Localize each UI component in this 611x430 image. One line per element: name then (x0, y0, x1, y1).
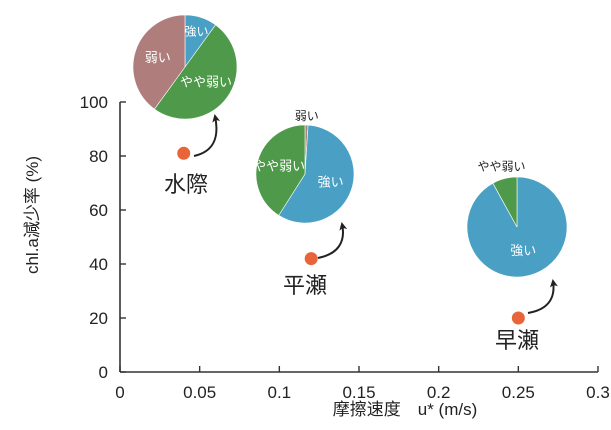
site-label: 平瀬 (283, 273, 327, 298)
pointer-arrow (193, 114, 221, 157)
data-points (177, 146, 525, 325)
y-tick-label: 60 (89, 201, 108, 220)
data-point (304, 252, 318, 266)
pointer-arrow (527, 279, 558, 314)
y-tick-label: 80 (89, 147, 108, 166)
pointer-arrow (317, 222, 348, 259)
arrows (193, 114, 558, 314)
y-tick-label: 100 (80, 93, 108, 112)
site-label: 水際 (164, 172, 208, 197)
x-tick-label: 0.3 (586, 383, 610, 402)
pie-slice-label: 強い (185, 24, 209, 38)
pie-slice-label: やや弱い (180, 74, 232, 89)
y-tick-label: 20 (89, 309, 108, 328)
pie-slice-label: やや弱い (253, 158, 305, 173)
x-tick-label: 0.2 (427, 383, 451, 402)
y-tick-label: 40 (89, 255, 108, 274)
pie-slice (278, 124, 355, 224)
pie-slice (255, 124, 306, 216)
x-tick-label: 0.05 (183, 383, 216, 402)
pie-slice-label: 弱い (145, 50, 171, 65)
data-point (511, 311, 525, 325)
pie-slice (132, 14, 186, 110)
pie-slice (492, 176, 518, 228)
pie-3: 強い やや弱い (466, 159, 568, 278)
pie-slice-label: 弱い (295, 109, 319, 123)
pie-slice-label: 強い (318, 174, 344, 189)
pie-slice-label: やや弱い (477, 159, 525, 173)
y-tick-label: 0 (99, 363, 108, 382)
x-tick-label: 0.15 (342, 383, 375, 402)
data-point (177, 146, 191, 160)
site-label: 早瀬 (495, 328, 539, 353)
y-axis-title: chl.a減少率 (%) (23, 156, 42, 274)
x-axis-title: 摩擦速度 u* (m/s) (333, 400, 478, 419)
pie-slice (154, 24, 238, 120)
x-tick-label: 0.25 (502, 383, 535, 402)
pie-slice-label: 強い (510, 243, 536, 258)
axes: 0 20 40 60 80 100 0 0.05 0.1 0.15 0.2 0.25 0.3 (80, 93, 610, 402)
x-tick-label: 0 (115, 383, 124, 402)
x-tick-label: 0.1 (268, 383, 292, 402)
